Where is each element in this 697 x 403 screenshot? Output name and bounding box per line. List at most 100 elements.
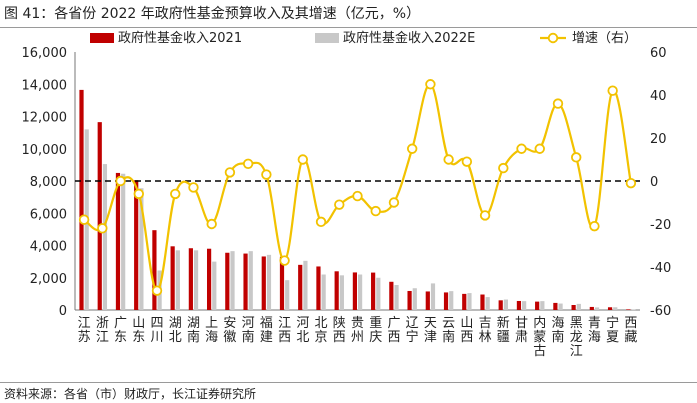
bar-2022e bbox=[139, 188, 144, 310]
bar-2021 bbox=[134, 180, 139, 310]
category-label: 河北 bbox=[296, 316, 309, 345]
bar-2022e bbox=[358, 274, 363, 310]
legend-label-growth: 增速（右） bbox=[572, 31, 637, 46]
category-label: 山东 bbox=[132, 316, 145, 345]
category-label: 海南 bbox=[551, 316, 564, 345]
bar-2022e bbox=[576, 303, 581, 310]
left-tick-label: 8,000 bbox=[30, 175, 67, 190]
bar-2021 bbox=[498, 300, 503, 310]
bar-2021 bbox=[334, 271, 339, 310]
category-label: 湖北 bbox=[169, 316, 182, 345]
bar-2022e bbox=[175, 250, 180, 310]
growth-point bbox=[352, 190, 363, 202]
bar-2021 bbox=[115, 172, 121, 310]
category-label: 贵州 bbox=[351, 316, 364, 345]
growth-point bbox=[589, 220, 600, 232]
category-label: 福建 bbox=[260, 316, 273, 345]
growth-point bbox=[516, 143, 527, 154]
growth-point bbox=[115, 175, 126, 187]
source-rule bbox=[0, 382, 697, 383]
category-label: 上海 bbox=[205, 316, 218, 345]
bar-2021 bbox=[607, 307, 613, 310]
left-tick-label: 6,000 bbox=[30, 207, 67, 222]
category-label: 宁夏 bbox=[606, 315, 619, 345]
bar-2022e bbox=[540, 301, 545, 310]
bar-2022e bbox=[121, 173, 126, 310]
bar-2021 bbox=[480, 294, 485, 310]
growth-point bbox=[133, 188, 144, 200]
category-label: 黑龙江 bbox=[570, 316, 583, 359]
bar-2021 bbox=[462, 293, 467, 310]
bar-2021 bbox=[516, 300, 522, 310]
bar-2021 bbox=[589, 306, 594, 310]
category-label: 西藏 bbox=[624, 316, 637, 345]
legend-label-2021: 政府性基金收入2021 bbox=[118, 30, 242, 46]
bar-2021 bbox=[206, 248, 212, 310]
bar-2022e bbox=[522, 301, 527, 310]
bar-2021 bbox=[243, 253, 248, 310]
bar-2021 bbox=[443, 292, 449, 310]
growth-point bbox=[97, 223, 108, 234]
bar-2021 bbox=[407, 290, 412, 310]
bar-2022e bbox=[303, 260, 308, 310]
left-tick-label: 14,000 bbox=[22, 78, 68, 93]
bar-2022e bbox=[321, 274, 326, 310]
category-label: 云南 bbox=[442, 316, 455, 345]
bar-2021 bbox=[571, 305, 576, 310]
bar-2022e bbox=[339, 275, 344, 310]
bar-2021 bbox=[389, 281, 394, 310]
growth-point bbox=[498, 162, 509, 174]
category-label: 浙江 bbox=[96, 316, 109, 345]
bar-2021 bbox=[626, 309, 631, 310]
source-note: 资料来源：各省（市）财政厅，长江证券研究所 bbox=[4, 387, 257, 401]
growth-point bbox=[406, 143, 418, 154]
bar-2022e bbox=[449, 291, 454, 310]
growth-point bbox=[151, 285, 163, 296]
bar-2021 bbox=[152, 230, 157, 310]
bar-2022e bbox=[613, 307, 618, 310]
bar-2022e bbox=[285, 280, 290, 310]
right-tick-label: -40 bbox=[650, 261, 671, 276]
growth-point bbox=[370, 205, 381, 217]
growth-point bbox=[443, 154, 454, 165]
right-tick-label: 0 bbox=[650, 175, 658, 190]
growth-point bbox=[242, 158, 254, 170]
bar-2021 bbox=[261, 256, 266, 310]
right-tick-label: 60 bbox=[650, 46, 667, 61]
growth-point bbox=[170, 188, 181, 200]
bar-2021 bbox=[316, 266, 321, 310]
category-label: 安徽 bbox=[223, 316, 236, 345]
bar-2022e bbox=[558, 303, 563, 310]
right-tick-label: 20 bbox=[650, 132, 667, 147]
bar-2022e bbox=[193, 250, 199, 310]
category-label: 青海 bbox=[588, 316, 601, 345]
category-label: 广西 bbox=[387, 316, 400, 345]
bar-2021 bbox=[371, 272, 376, 310]
left-tick-label: 0 bbox=[59, 304, 67, 319]
bar-2022e bbox=[503, 299, 509, 310]
category-label: 新疆 bbox=[497, 315, 510, 345]
growth-point bbox=[552, 98, 564, 109]
bar-2021 bbox=[170, 246, 175, 310]
bar-2021 bbox=[279, 256, 285, 310]
category-label: 四川 bbox=[151, 316, 164, 345]
category-label: 广东 bbox=[114, 316, 127, 345]
left-tick-label: 16,000 bbox=[22, 46, 68, 61]
bar-2022e bbox=[430, 283, 436, 310]
bar-2022e bbox=[394, 285, 399, 310]
bar-2021 bbox=[352, 272, 357, 310]
category-label: 甘肃 bbox=[515, 316, 528, 345]
bar-2021 bbox=[535, 301, 540, 310]
left-tick-label: 2,000 bbox=[30, 272, 67, 287]
title-rule bbox=[0, 27, 697, 28]
category-label: 湖南 bbox=[187, 316, 200, 345]
growth-point bbox=[607, 85, 618, 96]
bar-2022e bbox=[467, 293, 472, 310]
right-tick-label: -20 bbox=[650, 218, 671, 233]
bar-2022e bbox=[485, 297, 490, 310]
category-label: 内蒙古 bbox=[533, 315, 546, 359]
growth-point bbox=[461, 156, 473, 167]
category-label: 河南 bbox=[242, 316, 255, 345]
